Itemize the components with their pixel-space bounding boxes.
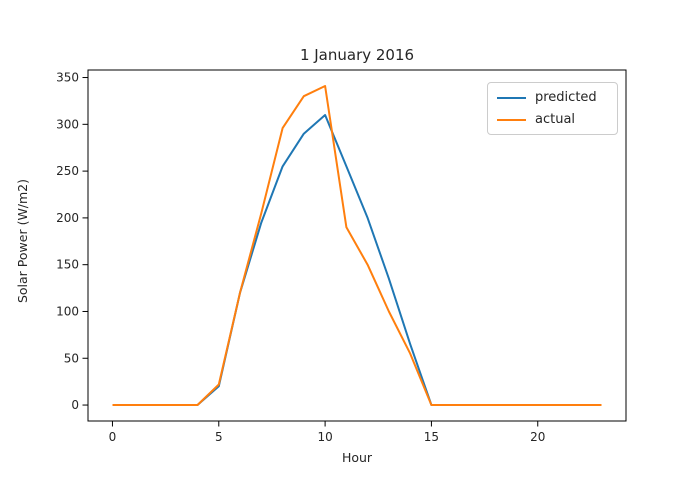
y-tick-label: 200 (56, 211, 79, 225)
x-tick-label: 10 (317, 430, 332, 444)
legend: predicted actual (487, 82, 618, 135)
series-line-predicted (112, 114, 602, 406)
legend-label-predicted: predicted (535, 90, 597, 105)
chart-title: 1 January 2016 (300, 46, 414, 64)
legend-item-actual: actual (497, 112, 607, 127)
y-tick-label: 100 (56, 304, 79, 318)
legend-label-actual: actual (535, 112, 576, 127)
y-tick-label: 150 (56, 258, 79, 272)
x-tick-label: 5 (215, 430, 223, 444)
y-tick-label: 0 (71, 398, 79, 412)
actual-line-swatch (497, 118, 526, 121)
predicted-line-swatch (497, 96, 526, 99)
x-axis-label: Hour (342, 450, 373, 465)
x-tick-label: 20 (530, 430, 545, 444)
y-tick-label: 50 (64, 351, 79, 365)
legend-item-predicted: predicted (497, 90, 607, 105)
plot-border (87, 69, 627, 422)
x-tick-label: 0 (109, 430, 117, 444)
y-tick-label: 250 (56, 164, 79, 178)
series-line-actual (112, 85, 602, 406)
y-axis-label: Solar Power (W/m2) (15, 179, 30, 303)
y-tick-label: 350 (56, 71, 79, 85)
x-tick-label: 15 (424, 430, 439, 444)
y-tick-label: 300 (56, 117, 79, 131)
